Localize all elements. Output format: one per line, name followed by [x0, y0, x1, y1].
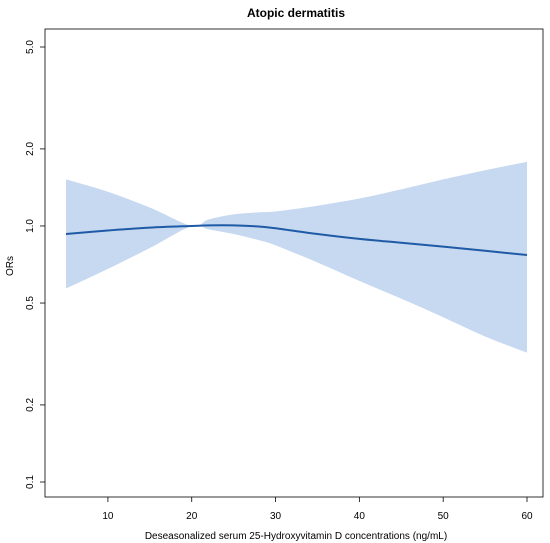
y-tick-label: 5.0 [25, 40, 36, 54]
y-axis: 0.1 0.2 0.5 1.0 2.0 5.0 [25, 40, 45, 489]
y-tick-label: 0.1 [25, 475, 36, 489]
chart-title: Atopic dermatitis [247, 6, 345, 20]
x-axis-label: Deseasonalized serum 25-Hydroxyvitamin D… [145, 531, 447, 542]
data-layer [65, 161, 528, 353]
confidence-band [66, 161, 527, 353]
x-tick-label: 30 [270, 511, 282, 522]
x-axis: 10 20 30 40 50 60 [102, 497, 533, 522]
x-tick-label: 50 [438, 511, 450, 522]
or-curve-line [65, 224, 528, 257]
y-tick-label: 1.0 [25, 219, 36, 233]
x-tick-label: 60 [521, 511, 533, 522]
y-tick-label: 0.5 [25, 296, 36, 310]
x-tick-label: 10 [102, 511, 114, 522]
x-tick-label: 40 [354, 511, 366, 522]
x-tick-label: 20 [186, 511, 198, 522]
y-axis-label: ORs [5, 256, 16, 276]
y-tick-label: 2.0 [25, 142, 36, 156]
plot-frame [44, 28, 544, 498]
y-tick-label: 0.2 [25, 398, 36, 412]
